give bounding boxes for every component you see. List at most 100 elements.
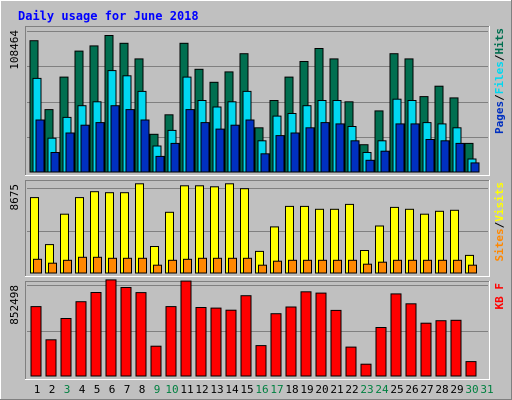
bar-sites-day-16 [258, 264, 267, 274]
x-tick-label-day-16: 16 [255, 383, 268, 396]
bar-pages-day-22 [350, 140, 360, 173]
bar-pages-day-15 [245, 119, 255, 173]
x-tick-label-day-9: 9 [154, 383, 161, 396]
x-tick-label-day-13: 13 [210, 383, 223, 396]
bar-kb-f-day-28 [435, 320, 447, 377]
bar-kb-f-day-3 [60, 318, 72, 377]
x-tick-label-day-6: 6 [109, 383, 116, 396]
legend-separator: / [493, 54, 506, 61]
x-tick-label-day-1: 1 [34, 383, 41, 396]
bar-sites-day-9 [153, 264, 162, 274]
chart-title: Daily usage for June 2018 [18, 9, 199, 23]
x-tick-label-day-21: 21 [330, 383, 343, 396]
bar-kb-f-day-20 [315, 292, 327, 377]
bar-sites-day-4 [78, 256, 87, 274]
bar-kb-f-day-10 [165, 306, 177, 377]
bar-pages-day-6 [110, 105, 120, 173]
bar-kb-f-day-12 [195, 307, 207, 377]
x-tick-label-day-15: 15 [240, 383, 253, 396]
x-tick-label-day-30: 30 [465, 383, 478, 396]
bar-kb-f-day-19 [300, 291, 312, 377]
bar-kb-f-day-8 [135, 292, 147, 377]
legend-entry-kb-f: KB F [493, 283, 506, 310]
bar-kb-f-day-15 [240, 295, 252, 377]
bar-sites-day-24 [378, 261, 387, 274]
x-tick-label-day-24: 24 [375, 383, 389, 396]
bar-pages-day-21 [335, 123, 345, 173]
x-axis-day-labels: 1 2 3 4 5 6 7 8 9 10 11 12 13 14 15 16 17 18 19 20 21 22 23 24 2… [34, 383, 494, 396]
bar-sites-day-10 [168, 259, 177, 274]
x-tick-label-day-29: 29 [450, 383, 463, 396]
bar-kb-f-day-9 [150, 345, 162, 377]
bar-kb-f-day-22 [345, 346, 357, 377]
bar-kb-f-day-25 [390, 293, 402, 377]
bar-sites-day-8 [138, 257, 147, 274]
x-tick-label-day-19: 19 [300, 383, 313, 396]
bar-pages-day-12 [200, 122, 210, 173]
panel-visits-sites: 8675 Sites/Visits [8, 180, 506, 277]
legend-separator: / [493, 221, 506, 228]
bar-pages-day-1 [35, 119, 45, 173]
bar-pages-day-29 [455, 142, 465, 173]
x-tick-label-day-25: 25 [390, 383, 403, 396]
x-tick-label-day-20: 20 [315, 383, 328, 396]
bar-pages-day-20 [320, 122, 330, 173]
x-tick-label-day-31: 31 [480, 383, 493, 396]
bar-pages-day-30 [470, 162, 480, 173]
legend-hits-files-pages: Pages/Files/Hits [493, 28, 506, 134]
bar-pages-day-27 [425, 139, 435, 173]
bar-kb-f-day-18 [285, 306, 297, 377]
bar-pages-day-13 [215, 128, 225, 173]
bar-kb-f-day-5 [90, 292, 102, 377]
legend-entry-files: Files [493, 61, 506, 94]
bar-sites-day-21 [333, 259, 342, 274]
bar-sites-day-29 [453, 259, 462, 274]
bar-kb-f-day-14 [225, 309, 237, 377]
legend-visits-sites: Sites/Visits [493, 182, 506, 262]
bar-sites-day-30 [468, 264, 477, 274]
bar-sites-day-19 [303, 259, 312, 274]
bar-kb-f-day-27 [420, 322, 432, 377]
bar-pages-day-2 [50, 152, 60, 173]
bar-kb-f-day-17 [270, 313, 282, 377]
bar-pages-day-10 [170, 142, 180, 173]
bar-sites-day-2 [48, 262, 57, 274]
legend-entry-sites: Sites [493, 228, 506, 261]
bar-pages-day-7 [125, 109, 135, 173]
bar-kb-f-day-26 [405, 303, 417, 377]
legend-entry-visits: Visits [493, 182, 506, 222]
y-max-label: 852498 [8, 285, 21, 325]
bar-pages-day-26 [410, 123, 420, 173]
bar-pages-day-8 [140, 119, 150, 173]
bar-kb-f-day-16 [255, 345, 267, 377]
bar-kb-f-day-21 [330, 309, 342, 377]
bar-sites-day-17 [273, 260, 282, 274]
bar-sites-day-23 [363, 263, 372, 274]
bar-pages-day-24 [380, 150, 390, 173]
x-tick-label-day-26: 26 [405, 383, 418, 396]
x-tick-label-day-17: 17 [270, 383, 283, 396]
legend-kbytes: KB F [493, 283, 506, 310]
bar-kb-f-day-11 [180, 280, 192, 377]
bar-sites-day-1 [33, 258, 42, 274]
bar-sites-day-7 [123, 257, 132, 274]
x-tick-label-day-12: 12 [195, 383, 208, 396]
bar-sites-day-12 [198, 257, 207, 274]
bar-kb-f-day-2 [45, 339, 57, 377]
bar-sites-day-27 [423, 259, 432, 274]
panel-kbytes: 852498 KB F [8, 279, 506, 380]
bar-sites-day-6 [108, 257, 117, 274]
bar-sites-day-28 [438, 259, 447, 274]
x-tick-label-day-5: 5 [94, 383, 101, 396]
bar-sites-day-22 [348, 259, 357, 274]
bar-sites-day-3 [63, 259, 72, 274]
legend-separator: / [493, 94, 506, 101]
x-tick-label-day-23: 23 [360, 383, 373, 396]
bar-kb-f-day-29 [450, 319, 462, 377]
bar-pages-day-23 [365, 159, 375, 173]
bar-pages-day-16 [260, 153, 270, 173]
x-tick-label-day-3: 3 [64, 383, 71, 396]
bar-sites-day-11 [183, 258, 192, 274]
